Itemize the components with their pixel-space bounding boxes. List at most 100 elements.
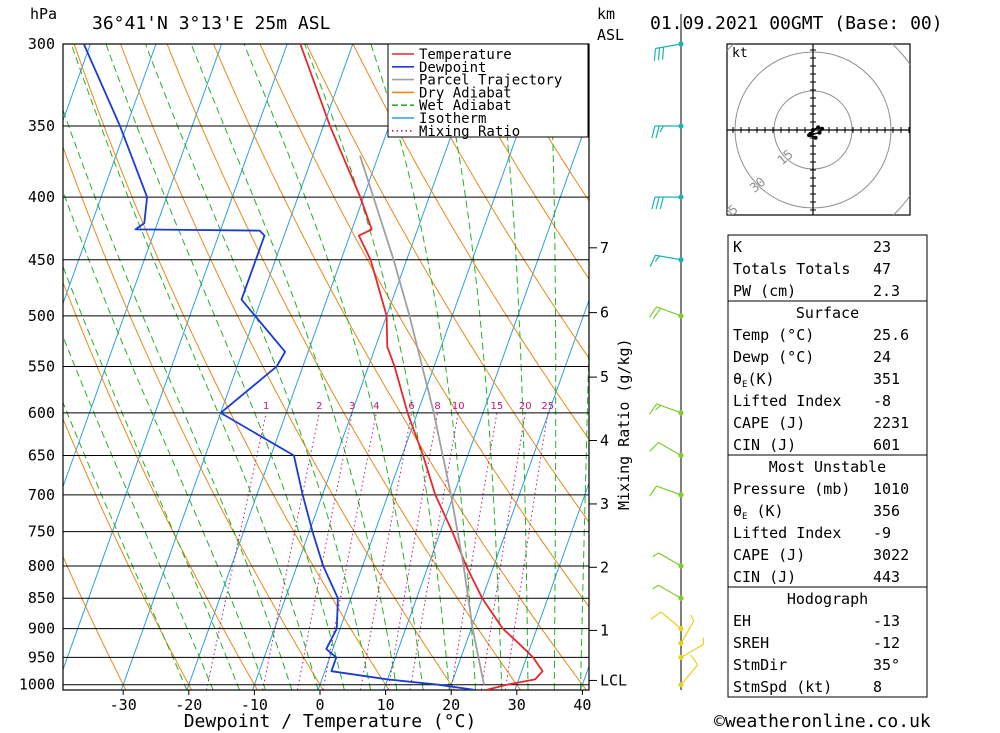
stat-label: θE(K) [733,370,775,390]
stat-value: 8 [873,678,882,696]
mixing-ratio-label: 15 [491,401,504,412]
asl-axis-unit: ASL [597,26,624,44]
wind-barb-feather [651,125,656,139]
wind-barb [652,552,684,569]
wind-barb-dot [678,595,684,601]
stat-value: 24 [873,348,891,366]
wind-barb-staff [655,43,682,50]
dry-adiabat-line [166,44,522,690]
stat-label: Lifted Index [733,524,841,542]
stat-value: 3022 [873,546,909,564]
mixing-ratio-label: 6 [408,401,414,412]
pressure-tick-label: 800 [28,557,55,575]
wind-barb-feather [662,47,665,60]
legend-label: Parcel Trajectory [419,73,562,89]
temperature-tick-label: 10 [377,696,395,714]
wet-adiabat-line [63,108,293,690]
stat-value: 443 [873,568,900,586]
most-unstable-header: Most Unstable [769,458,886,476]
pressure-tick-label: 750 [28,523,55,541]
mixing-ratio-line [480,412,526,690]
legend-label: Temperature [419,47,512,63]
wind-barb-feather [649,403,658,415]
wet-adiabat-line [190,44,398,690]
dewpoint-profile-line [82,44,476,690]
stat-value: -13 [873,612,900,630]
wind-barb-staff [680,664,699,686]
mixing-ratio-line [322,412,377,690]
height-tick-label: 6 [600,304,609,322]
wind-barb-feather [659,125,664,133]
profile-series [82,44,544,690]
pressure-tick-label: 600 [28,404,55,422]
stat-value: 23 [873,238,891,256]
height-tick-label: 7 [600,239,609,257]
stat-label: Dewp (°C) [733,348,814,366]
wind-barb [651,194,684,210]
mixing-ratio-label: 1 [263,401,269,412]
stat-value: 47 [873,260,891,278]
mixing-ratio-labels: 1 2 3 4 6 8 10 15 20 25 [263,401,554,412]
stat-label: CAPE (J) [733,414,805,432]
mixing-ratio-line [504,412,549,690]
temperature-tick-label: 30 [508,696,526,714]
wind-barb-staff [656,485,682,496]
wet-adiabat-line [63,265,240,690]
stat-value: -8 [873,392,891,410]
stat-label: Pressure (mb) [733,480,850,498]
stat-label: StmSpd (kt) [733,678,832,696]
stat-value: -9 [873,524,891,542]
stat-label: K [733,238,742,256]
dry-adiabat-line [73,44,390,690]
pressure-tick-label: 350 [28,117,55,135]
height-tick-label: 2 [600,558,609,576]
temperature-axis: -30 -20 -10 0 10 20 30 40 [110,690,591,714]
stat-value: 351 [873,370,900,388]
wind-barb [678,637,705,661]
dry-adiabat-line [63,417,193,690]
mixing-ratio-line [387,412,439,690]
temperature-tick-label: -20 [175,696,202,714]
wind-barb-feather [659,196,664,210]
stat-value: 2231 [873,414,909,432]
wet-adiabat-line [496,44,529,690]
mixing-ratio-line [450,412,498,690]
wind-barb [653,41,684,61]
hodograph-stats-header: Hodograph [787,590,868,608]
wind-profile [649,14,705,690]
wind-barb-dot [678,654,684,661]
dry-adiabat-line [259,44,589,608]
hodograph-point [817,130,822,135]
temperature-tick-label: -30 [110,696,137,714]
wet-adiabat-line [243,44,424,690]
wind-barb [651,123,684,139]
wind-barb-feather [651,196,656,210]
wind-barb-feather [650,611,662,620]
hodograph-point [811,128,815,132]
dry-adiabat-line [399,44,589,360]
hodograph-point [820,126,825,131]
stat-label: CIN (J) [733,436,796,454]
pressure-tick-label: 500 [28,307,55,325]
pressure-tick-label: 950 [28,648,55,666]
hpa-axis-unit: hPa [30,5,57,23]
temperature-tick-label: 0 [315,696,324,714]
wet-adiabat-line [63,335,214,690]
mixing-ratio-line [360,412,413,690]
wind-barb [649,306,684,319]
wind-barb-feather [652,308,661,319]
mixing-ratio-label: 4 [373,401,379,412]
copyright-footer: ©weatheronline.co.uk [714,711,931,732]
mixing-ratio-label: 10 [452,401,465,412]
wet-adiabat-line [548,44,557,690]
height-axis: 7 6 5 4 3 2 1 LCL [589,239,627,689]
wind-barb-feather [649,442,659,452]
pressure-tick-label: 900 [28,620,55,638]
stat-value: -12 [873,634,900,652]
temperature-profile-line [299,44,544,690]
isotherm-line [0,44,25,690]
stats-table: K 23 Totals Totals 47 PW (cm) 2.3 Surface Temp … [727,234,928,698]
wind-barb-feather [652,552,659,558]
wind-barb-staff [680,643,704,658]
temperature-tick-label: 40 [573,696,591,714]
